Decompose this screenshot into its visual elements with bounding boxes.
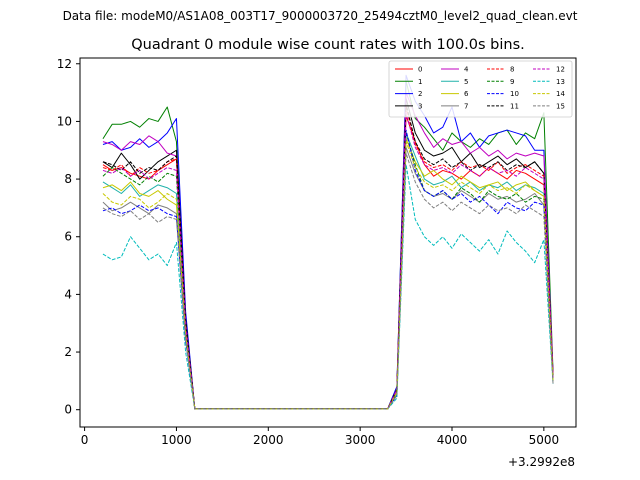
y-tick-label: 6 <box>64 230 72 244</box>
y-tick-label: 8 <box>64 172 72 186</box>
y-axis: 0 2 4 6 8 10 12 <box>57 57 80 417</box>
legend-label-13: 13 <box>556 78 565 86</box>
legend-label-2: 2 <box>418 90 422 98</box>
legend-label-10: 10 <box>510 90 519 98</box>
x-tick-label: 0 <box>81 433 89 447</box>
legend-label-14: 14 <box>556 90 565 98</box>
x-tick-label: 5000 <box>529 433 560 447</box>
y-tick-label: 2 <box>64 345 72 359</box>
x-tick-label: 3000 <box>345 433 376 447</box>
x-tick-label: 1000 <box>161 433 192 447</box>
axes-frame <box>79 57 577 428</box>
legend-label-3: 3 <box>418 102 422 110</box>
x-tick-label: 4000 <box>437 433 468 447</box>
legend-frame <box>388 60 573 118</box>
legend-label-11: 11 <box>510 102 519 110</box>
x-offset-label: +3.2992e8 <box>508 455 575 469</box>
legend-label-9: 9 <box>510 78 514 86</box>
chart-title: Quadrant 0 module wise count rates with … <box>131 37 525 53</box>
x-tick-label: 2000 <box>253 433 284 447</box>
legend-label-7: 7 <box>464 102 468 110</box>
series-line-15 <box>102 152 554 410</box>
y-tick-label: 10 <box>57 114 72 128</box>
legend-label-0: 0 <box>418 66 422 74</box>
legend-label-1: 1 <box>418 78 422 86</box>
legend-label-4: 4 <box>464 66 469 74</box>
legend-label-15: 15 <box>556 102 565 110</box>
y-tick-label: 4 <box>64 287 72 301</box>
plot-area <box>102 74 554 410</box>
x-axis: 0 1000 2000 3000 4000 5000 <box>81 427 559 447</box>
legend-label-5: 5 <box>464 78 468 86</box>
legend-label-8: 8 <box>510 66 514 74</box>
series-line-12 <box>102 112 554 410</box>
series-line-13 <box>102 164 554 410</box>
y-tick-label: 0 <box>64 403 72 417</box>
y-tick-label: 12 <box>57 57 72 71</box>
legend-label-6: 6 <box>464 90 469 98</box>
legend-label-12: 12 <box>556 66 565 74</box>
figure-suptitle: Data file: modeM0/AS1A08_003T17_90000037… <box>63 9 578 23</box>
